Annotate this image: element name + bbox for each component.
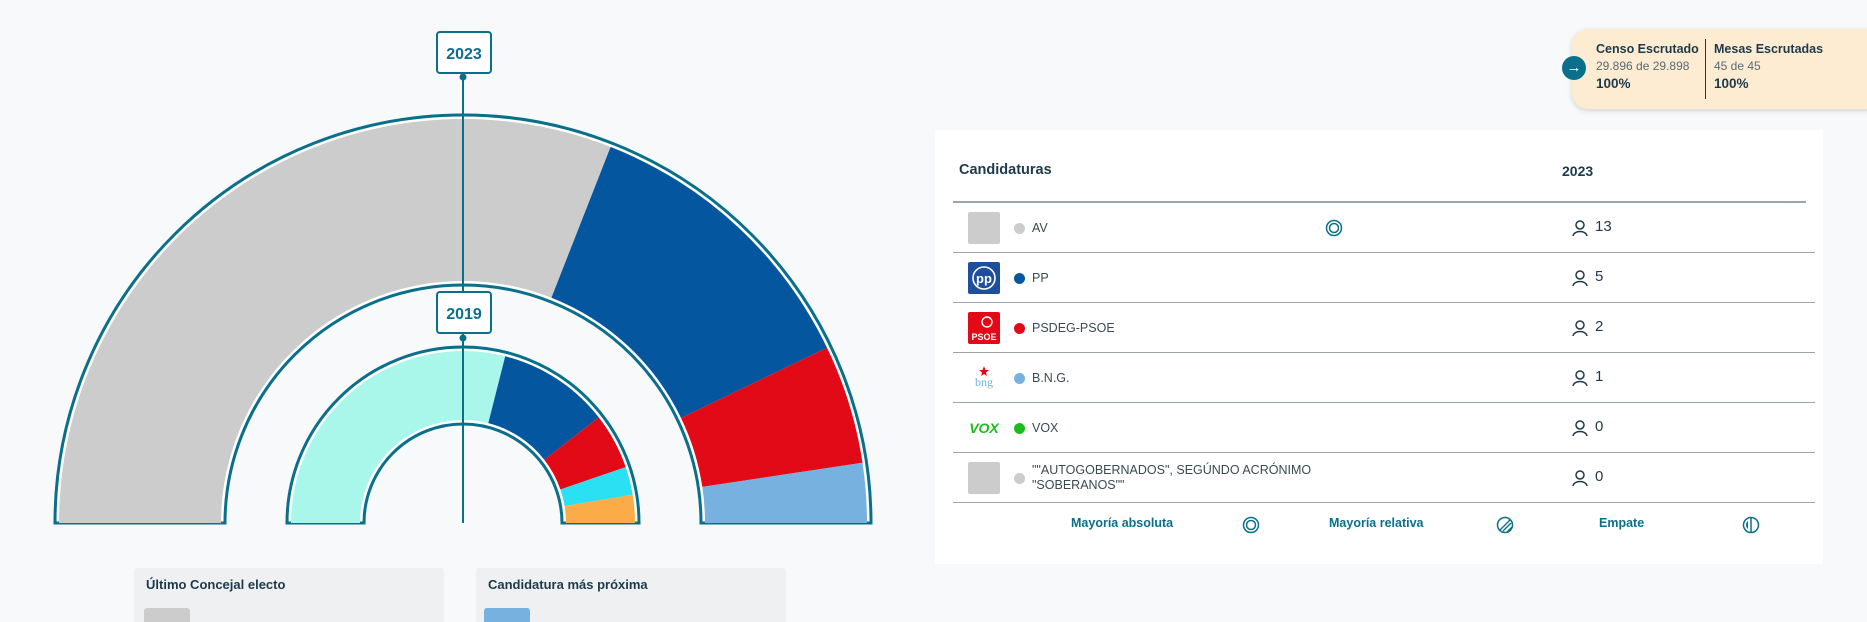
party-name: B.N.G.	[1032, 371, 1070, 385]
parliament-chart: 2023 2019	[53, 31, 873, 525]
pp-logo: pp	[968, 262, 1000, 294]
party-row-autogobernados[interactable]: ""AUTOGOBERNADOS", SEGÚNDO ACRÓNIMO "SOB…	[953, 453, 1815, 503]
party-name: PSDEG-PSOE	[1032, 321, 1115, 335]
tables-title: Mesas Escrutadas	[1714, 42, 1824, 56]
census-count: 29.896 de 29.898	[1596, 59, 1690, 73]
vox-logo: VOX	[968, 412, 1000, 444]
closest-candidate-card: Candidatura más próxima	[476, 568, 786, 622]
seat-segment-2023-2[interactable]	[681, 347, 863, 487]
absolute-majority-icon	[1242, 516, 1260, 534]
census-box: Censo Escrutado 29.896 de 29.898 100% Me…	[1572, 29, 1867, 109]
census-col: Censo Escrutado 29.896 de 29.898 100%	[1596, 42, 1699, 91]
psoe-logo: PSOE	[968, 312, 1000, 344]
year-tag-2023: 2023	[436, 31, 492, 74]
seat-segment-2019-3[interactable]	[560, 467, 633, 507]
svg-text:VOX: VOX	[969, 420, 1000, 436]
seat-count: 0	[1595, 418, 1604, 435]
census-title: Censo Escrutado	[1596, 42, 1699, 56]
results-panel: Candidaturas 2023 AV 13 pp PP 5	[935, 130, 1823, 564]
last-elected-title: Último Concejal electo	[146, 577, 286, 592]
party-color-dot	[1014, 223, 1025, 234]
seat-segment-2019-2[interactable]	[544, 417, 626, 490]
last-elected-card: Último Concejal electo	[134, 568, 444, 622]
legend-tie: Empate	[1599, 516, 1645, 530]
party-row-bng[interactable]: bng B.N.G. 1	[953, 353, 1815, 403]
party-color-dot	[1014, 273, 1025, 284]
party-color-dot	[1014, 423, 1025, 434]
seat-count: 5	[1595, 268, 1604, 285]
chart-2023	[53, 113, 873, 525]
timeline-dot-2023	[459, 73, 467, 81]
year-header: 2023	[1562, 163, 1594, 179]
year-label-2019: 2019	[446, 306, 482, 323]
party-name: PP	[1032, 271, 1049, 285]
census-divider	[1705, 39, 1706, 99]
person-icon	[1572, 420, 1588, 437]
candidates-header: Candidaturas	[959, 162, 1052, 178]
tables-count: 45 de 45	[1714, 59, 1761, 73]
closest-candidate-title: Candidatura más próxima	[488, 577, 648, 592]
seat-count: 0	[1595, 468, 1604, 485]
party-color-dot	[1014, 373, 1025, 384]
seat-segment-2023-3[interactable]	[702, 462, 867, 523]
header-divider	[953, 201, 1806, 203]
tie-icon	[1742, 516, 1760, 534]
party-color-dot	[1014, 323, 1025, 334]
legend-absolute-majority: Mayoría absoluta	[1071, 516, 1174, 530]
seat-segment-2023-0[interactable]	[59, 118, 611, 524]
seat-segment-2023-1[interactable]	[551, 146, 827, 419]
party-name: AV	[1032, 221, 1048, 235]
legend-relative-majority: Mayoría relativa	[1329, 516, 1424, 530]
seat-count: 13	[1595, 218, 1612, 235]
seat-segment-2019-4[interactable]	[564, 494, 635, 523]
party-name: VOX	[1032, 421, 1059, 435]
absolute-majority-icon	[1325, 219, 1343, 237]
seat-count: 1	[1595, 368, 1604, 385]
arrow-right-icon[interactable]: →	[1562, 56, 1586, 80]
relative-majority-icon	[1496, 516, 1514, 534]
closest-candidate-swatch	[484, 608, 530, 622]
chart-2019	[285, 345, 641, 525]
seat-segment-2019-0[interactable]	[291, 350, 506, 523]
party-logo-placeholder	[968, 212, 1000, 244]
tables-col: Mesas Escrutadas 45 de 45 100%	[1714, 42, 1823, 91]
seat-count: 2	[1595, 318, 1604, 335]
person-icon	[1572, 320, 1588, 337]
party-row-psoe[interactable]: PSOE PSDEG-PSOE 2	[953, 303, 1815, 353]
person-icon	[1572, 270, 1588, 287]
last-elected-swatch	[144, 608, 190, 622]
timeline-dot-2019	[459, 334, 467, 342]
person-icon	[1572, 220, 1588, 237]
year-label-2023: 2023	[446, 46, 482, 63]
party-color-dot	[1014, 473, 1025, 484]
party-name: ""AUTOGOBERNADOS", SEGÚNDO ACRÓNIMO "SOB…	[1032, 463, 1312, 492]
svg-text:bng: bng	[975, 375, 993, 389]
person-icon	[1572, 470, 1588, 487]
bng-logo: bng	[968, 362, 1000, 394]
tables-percent: 100%	[1714, 76, 1749, 91]
party-row-pp[interactable]: pp PP 5	[953, 253, 1815, 303]
seat-segment-2019-1[interactable]	[488, 356, 599, 460]
census-percent: 100%	[1596, 76, 1631, 91]
party-logo-placeholder	[968, 462, 1000, 494]
year-tag-2019: 2019	[436, 291, 492, 334]
party-row-vox[interactable]: VOX VOX 0	[953, 403, 1815, 453]
svg-text:PSOE: PSOE	[971, 332, 996, 342]
svg-text:pp: pp	[976, 271, 992, 286]
party-row-av[interactable]: AV 13	[953, 203, 1815, 253]
person-icon	[1572, 370, 1588, 387]
